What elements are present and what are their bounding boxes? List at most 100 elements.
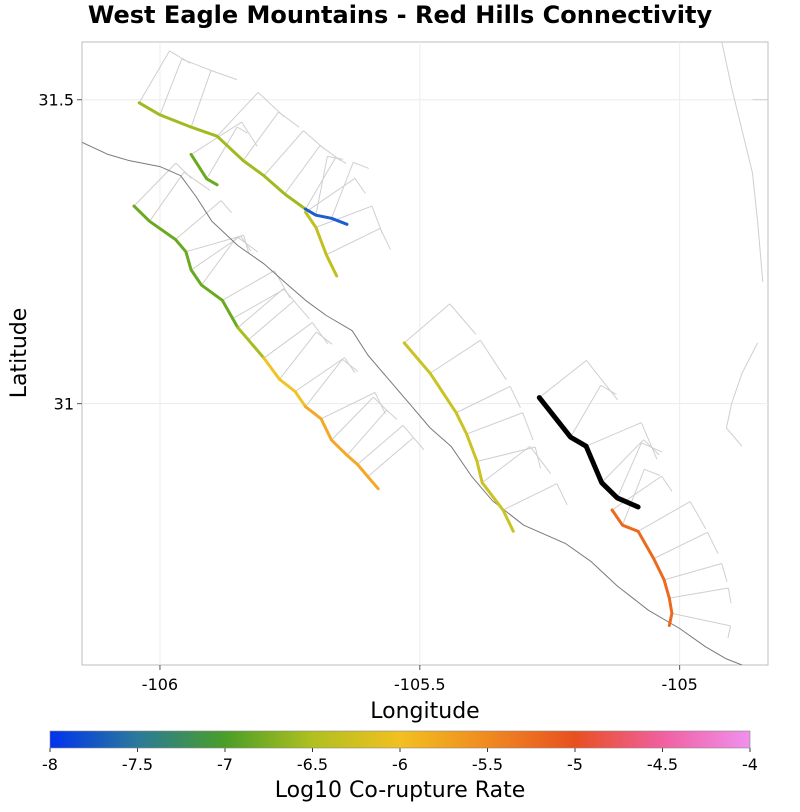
- rupture-short-splay: [189, 152, 219, 187]
- colorbar-label: Log10 Co-rupture Rate: [275, 778, 526, 803]
- background-segment: [175, 200, 222, 240]
- y-tick-label: 31: [54, 395, 74, 414]
- colorbar-tick-label: -5.5: [472, 755, 503, 774]
- background-segment: [372, 396, 390, 413]
- background-segment: [455, 385, 511, 414]
- background-segment: [316, 331, 333, 345]
- y-tick-label: 31.5: [38, 91, 74, 110]
- background-segment: [326, 227, 381, 256]
- background-segment: [479, 340, 507, 381]
- background-segment: [279, 331, 317, 380]
- colorbar-tick-label: -6: [392, 755, 408, 774]
- background-segment: [413, 437, 425, 451]
- background-segment: [353, 161, 370, 169]
- background-segment: [727, 587, 732, 604]
- background-segment: [367, 437, 414, 477]
- rupture-northeast-trace-tip: [304, 207, 349, 226]
- background-segment: [727, 625, 732, 639]
- background-segment: [539, 360, 587, 398]
- plot-panel: [81, 41, 769, 666]
- background-segment: [263, 322, 313, 359]
- rupture-western-trace-north: [132, 204, 240, 330]
- background-segment: [601, 439, 644, 484]
- background-segment: [242, 111, 279, 161]
- background-segment: [331, 396, 374, 441]
- background-segment: [671, 612, 731, 627]
- colorbar-tick-label: -6.5: [297, 755, 328, 774]
- background-segment: [611, 475, 662, 511]
- background-faults: [82, 42, 768, 665]
- background-segment: [502, 483, 558, 511]
- background-segment: [640, 422, 658, 460]
- background-segment: [586, 360, 619, 401]
- background-segment: [216, 92, 259, 137]
- background-segment: [429, 339, 481, 374]
- chart-title: West Eagle Mountains - Red Hills Connect…: [88, 1, 713, 29]
- background-segment: [305, 177, 356, 213]
- background-segment: [241, 121, 258, 147]
- background-segment: [570, 385, 602, 438]
- rupture-lines: [132, 101, 674, 627]
- background-segment: [181, 58, 214, 72]
- background-segment: [669, 587, 729, 599]
- background-segment: [721, 563, 728, 582]
- background-segment: [263, 130, 304, 177]
- background-segment: [342, 358, 359, 372]
- background-segment: [190, 121, 242, 155]
- background-segment: [315, 205, 373, 228]
- background-segment: [293, 300, 310, 320]
- rupture-western-trace-south: [262, 356, 307, 409]
- background-segment: [529, 446, 552, 475]
- background-segment: [354, 178, 366, 194]
- background-segment: [641, 442, 663, 453]
- background-segment: [653, 531, 708, 560]
- background-segment: [622, 469, 645, 526]
- background-segment: [190, 235, 241, 271]
- colorbar-frame: [49, 730, 751, 749]
- colorbar-tick-label: -4.5: [647, 755, 678, 774]
- axis-ticks: -106 -105.5 -105 31 31.5: [38, 91, 697, 694]
- background-segment: [585, 422, 642, 447]
- background-segment: [600, 384, 617, 395]
- background-segment: [149, 171, 185, 222]
- x-axis-label: Longitude: [370, 699, 479, 724]
- background-segment: [637, 501, 691, 532]
- background-segment: [402, 425, 414, 438]
- rupture-northeast-trace: [137, 101, 307, 211]
- background-segment: [185, 234, 244, 253]
- colorbar-ticks: -8 -7.5 -7 -6.5 -6 -5.5 -5 -4.5 -4: [42, 730, 758, 774]
- background-segment: [689, 501, 707, 530]
- x-tick-label: -106: [142, 675, 178, 694]
- background-segment: [283, 288, 295, 302]
- background-segment: [707, 532, 719, 554]
- background-segment: [232, 288, 286, 319]
- background-segment: [159, 58, 183, 116]
- background-segment: [294, 357, 345, 392]
- background-segment: [201, 236, 238, 286]
- rupture-source-fault: [536, 395, 641, 510]
- rupture-western-trace-end: [304, 405, 380, 491]
- background-segment: [305, 359, 343, 407]
- background-segment: [82, 141, 743, 665]
- rupture-splay-south: [304, 210, 339, 278]
- background-segment: [403, 303, 451, 344]
- colorbar-tick-label: -5: [567, 755, 583, 774]
- background-segment: [616, 442, 642, 499]
- background-segment: [357, 425, 404, 465]
- background-segment: [284, 145, 321, 195]
- background-segment: [236, 236, 259, 253]
- background-segment: [379, 228, 392, 250]
- rupture-western-trace-mid: [236, 326, 266, 360]
- background-segment: [274, 270, 286, 290]
- background-segment: [210, 70, 238, 81]
- background-segment: [327, 155, 344, 160]
- background-segment: [236, 126, 248, 134]
- x-tick-label: -105.5: [394, 675, 446, 694]
- colorbar-tick-label: -8: [42, 755, 58, 774]
- rupture-central-trace: [402, 341, 515, 533]
- background-segment: [311, 322, 329, 345]
- background-segment: [481, 445, 531, 484]
- background-segment: [449, 303, 477, 335]
- background-segment: [644, 468, 661, 476]
